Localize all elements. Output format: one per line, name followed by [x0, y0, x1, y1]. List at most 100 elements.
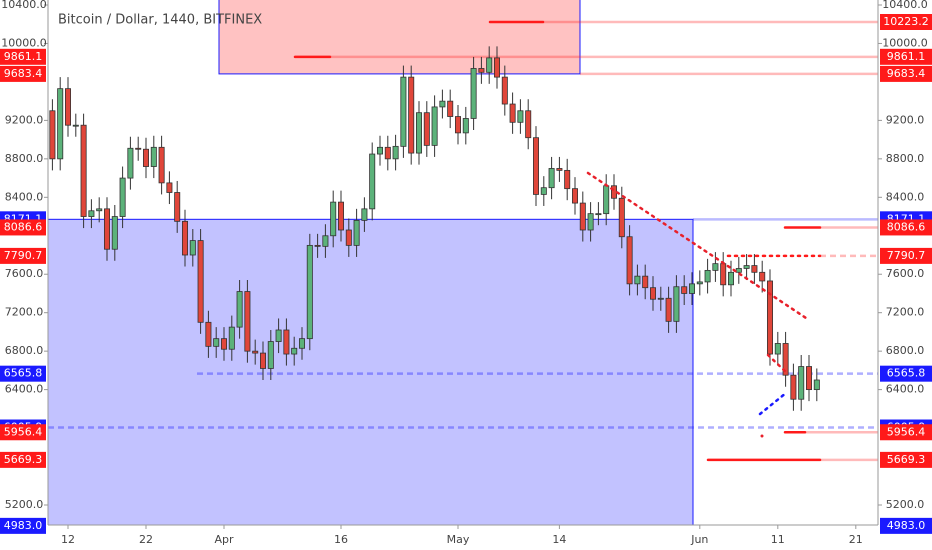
candle-body	[728, 271, 735, 286]
y-tick-label: 8400.0	[886, 190, 925, 203]
candle-body	[501, 76, 508, 105]
y-tick-label: 8400.0	[5, 190, 44, 203]
candle-body	[486, 57, 493, 73]
y-tick-label: 7200.0	[886, 306, 925, 319]
candle-body	[798, 366, 805, 400]
candle-body	[400, 76, 407, 147]
candle-body	[556, 168, 563, 171]
level-label-box	[880, 365, 932, 382]
candle-body	[626, 236, 633, 285]
candle-body	[533, 137, 540, 195]
level-label-box	[880, 451, 932, 468]
pattern-line	[766, 353, 788, 374]
candle-body	[587, 213, 594, 231]
level-label-box	[880, 424, 932, 441]
level-label-box	[0, 424, 46, 441]
candle-body	[65, 88, 72, 126]
level-label-box	[880, 48, 932, 65]
y-tick-label: 6400.0	[886, 383, 925, 396]
candle-body	[743, 265, 750, 269]
candle-body	[572, 188, 579, 204]
x-tick-label: 11	[771, 533, 785, 546]
candle-body	[478, 68, 485, 73]
candle-body	[259, 352, 266, 369]
level-label: 7790.7	[887, 249, 926, 262]
trend-line	[586, 171, 808, 320]
candle-body	[205, 321, 212, 347]
candle-body	[150, 146, 157, 167]
candle-body	[228, 326, 235, 350]
candle-body	[135, 147, 142, 150]
level-label: 5956.4	[4, 425, 43, 438]
candle-body	[618, 197, 625, 238]
candle-body	[423, 112, 430, 146]
candle-body	[751, 265, 758, 273]
candles	[49, 46, 820, 411]
candle-body	[439, 100, 446, 108]
level-label-box	[0, 65, 46, 82]
candle-body	[314, 244, 321, 247]
candle-body	[681, 286, 688, 294]
candle-body	[111, 216, 118, 250]
candle-body	[353, 219, 360, 246]
level-label-box	[0, 517, 46, 534]
candle-body	[813, 379, 820, 391]
candle-body	[119, 177, 126, 217]
candle-body	[361, 208, 368, 221]
candle-body	[306, 244, 313, 340]
candle-body	[720, 263, 727, 286]
candle-body	[673, 286, 680, 322]
level-label: 9683.4	[887, 67, 926, 80]
x-tick-label: 22	[139, 533, 153, 546]
y-tick-label: 8800.0	[5, 152, 44, 165]
level-label: 6565.8	[4, 367, 43, 380]
candle-body	[470, 68, 477, 119]
candle-body	[595, 213, 602, 216]
candle-body	[642, 275, 649, 289]
candle-body	[384, 146, 391, 160]
y-tick-label: 10000.0	[882, 36, 928, 49]
candle-body	[337, 201, 344, 231]
drawings	[586, 171, 808, 438]
level-label: 9861.1	[887, 50, 926, 63]
level-lines	[48, 20, 878, 525]
candle-body	[517, 110, 524, 123]
candle-body	[197, 240, 204, 323]
level-label-box	[880, 65, 932, 82]
level-label-box	[0, 365, 46, 382]
level-label: 5669.3	[4, 453, 43, 466]
candle-body	[275, 329, 282, 342]
y-tick-label: 10400.0	[1, 0, 47, 11]
candle-body	[88, 210, 95, 217]
x-tick-label: 14	[552, 533, 566, 546]
level-label-box	[880, 14, 932, 30]
candle-body	[104, 208, 111, 250]
candle-body	[220, 338, 227, 350]
candle-body	[345, 229, 352, 246]
candle-body	[142, 148, 149, 167]
candle-body	[236, 291, 243, 328]
candle-body	[49, 110, 56, 160]
level-label-box	[880, 517, 932, 534]
candle-body	[579, 202, 586, 231]
candle-body	[174, 192, 181, 222]
candle-body	[806, 366, 813, 391]
y-tick-label: 10400.0	[882, 0, 928, 11]
candle-body	[80, 124, 87, 217]
candle-body	[603, 185, 610, 215]
level-label: 4983.0	[4, 519, 43, 532]
candle-body	[57, 88, 64, 160]
candle-body	[369, 153, 376, 210]
candle-body	[665, 297, 672, 322]
pattern-point	[760, 434, 764, 438]
candle-body	[712, 263, 719, 271]
y-tick-label: 5200.0	[886, 498, 925, 511]
level-label: 8086.6	[4, 220, 43, 233]
candle-body	[298, 338, 305, 349]
level-label: 9861.1	[4, 50, 43, 63]
zone	[218, 0, 581, 75]
level-label: 6565.8	[887, 367, 926, 380]
